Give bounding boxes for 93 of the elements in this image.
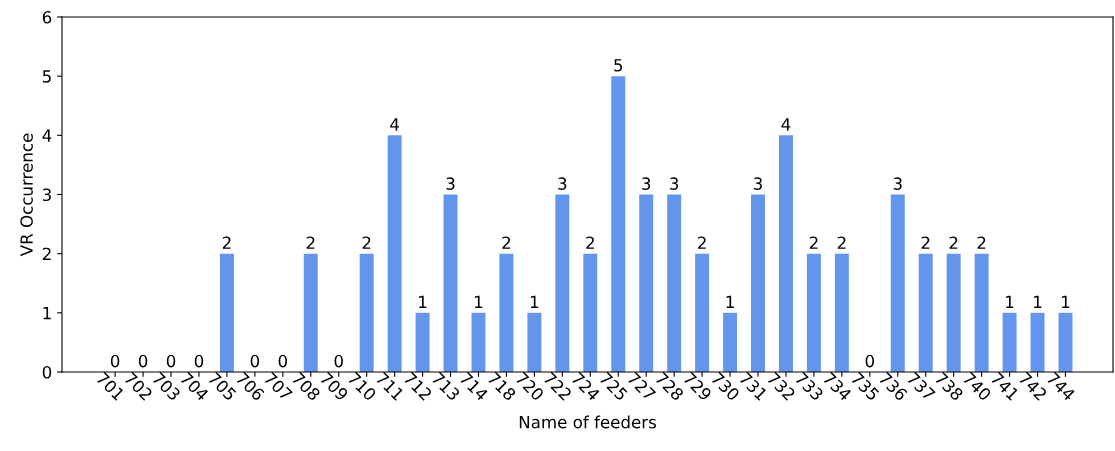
data-label: 2 bbox=[809, 236, 818, 249]
data-label: 3 bbox=[642, 177, 651, 190]
x-tick-label: 720 bbox=[514, 371, 545, 402]
x-tick-label: 725 bbox=[598, 371, 629, 402]
y-tick-label: 4 bbox=[42, 129, 52, 142]
data-label: 5 bbox=[614, 59, 623, 72]
bar bbox=[778, 135, 793, 372]
data-label: 2 bbox=[921, 236, 930, 249]
data-label: 1 bbox=[419, 295, 427, 308]
x-tick-label: 718 bbox=[487, 371, 517, 402]
data-label: 2 bbox=[222, 236, 231, 249]
bar bbox=[499, 253, 514, 372]
bar bbox=[555, 194, 570, 372]
x-tick-label: 713 bbox=[431, 371, 461, 402]
data-label: 0 bbox=[278, 354, 288, 368]
bar bbox=[834, 253, 849, 372]
data-label: 0 bbox=[110, 354, 120, 368]
bar bbox=[1058, 312, 1073, 372]
x-tick-label: 744 bbox=[1046, 371, 1076, 402]
bar bbox=[527, 312, 542, 372]
data-label: 2 bbox=[362, 236, 371, 249]
bar bbox=[890, 194, 905, 372]
data-label: 0 bbox=[334, 354, 343, 368]
y-tick-label: 2 bbox=[42, 247, 51, 260]
x-tick-label: 737 bbox=[906, 371, 936, 402]
bar bbox=[1030, 312, 1045, 372]
bar bbox=[806, 253, 821, 372]
data-label: 2 bbox=[306, 236, 315, 249]
data-label: 1 bbox=[475, 295, 483, 308]
data-label: 2 bbox=[698, 236, 706, 249]
data-label: 2 bbox=[586, 236, 594, 249]
y-tick-label: 5 bbox=[42, 70, 51, 83]
data-label: 4 bbox=[781, 118, 791, 131]
data-label: 3 bbox=[446, 177, 455, 190]
x-tick-label: 714 bbox=[459, 371, 489, 402]
bar bbox=[639, 194, 654, 372]
x-axis-title: Name of feeders bbox=[519, 415, 656, 429]
x-tick-label: 740 bbox=[962, 371, 992, 402]
y-tick-label: 6 bbox=[42, 10, 52, 24]
x-tick-label: 706 bbox=[235, 371, 266, 402]
data-label: 3 bbox=[893, 177, 902, 190]
x-tick-label: 736 bbox=[878, 371, 909, 402]
bar bbox=[219, 253, 234, 372]
data-label: 0 bbox=[138, 354, 148, 368]
data-label: 2 bbox=[502, 236, 511, 249]
bar bbox=[387, 135, 402, 372]
bar bbox=[946, 253, 961, 372]
x-tick-label: 707 bbox=[263, 371, 293, 402]
bar bbox=[415, 312, 430, 372]
bar bbox=[667, 194, 682, 372]
x-tick-label: 735 bbox=[850, 371, 880, 402]
data-label: 3 bbox=[558, 177, 567, 190]
data-label: 4 bbox=[390, 118, 399, 131]
bar bbox=[471, 312, 486, 372]
x-tick-label: 729 bbox=[682, 371, 713, 402]
x-tick-label: 705 bbox=[207, 371, 237, 402]
bar bbox=[611, 76, 626, 372]
x-tick-label: 730 bbox=[710, 371, 741, 402]
x-tick-label: 703 bbox=[151, 371, 182, 402]
bar bbox=[443, 194, 458, 372]
data-label: 0 bbox=[166, 354, 176, 368]
y-tick-label: 1 bbox=[43, 307, 51, 320]
bar bbox=[303, 253, 318, 372]
data-label: 1 bbox=[1062, 295, 1070, 308]
data-label: 2 bbox=[977, 236, 986, 249]
data-label: 0 bbox=[865, 354, 875, 368]
bar bbox=[583, 253, 598, 372]
x-tick-label: 710 bbox=[347, 371, 377, 402]
data-label: 3 bbox=[753, 177, 762, 190]
data-label: 0 bbox=[250, 354, 260, 368]
y-tick-label: 0 bbox=[42, 365, 52, 379]
x-tick-label: 704 bbox=[179, 371, 210, 402]
data-label: 1 bbox=[1034, 295, 1042, 308]
data-label: 0 bbox=[194, 354, 204, 368]
bar bbox=[1002, 312, 1017, 372]
bar bbox=[918, 253, 933, 372]
data-label: 1 bbox=[726, 295, 734, 308]
bar bbox=[359, 253, 374, 372]
bar bbox=[974, 253, 989, 372]
bar bbox=[723, 312, 738, 372]
data-label: 2 bbox=[949, 236, 958, 249]
x-tick-label: 709 bbox=[319, 371, 349, 402]
data-label: 1 bbox=[1006, 295, 1014, 308]
y-tick-label: 3 bbox=[42, 188, 51, 202]
bar bbox=[695, 253, 710, 372]
x-tick-label: 724 bbox=[571, 371, 601, 402]
data-label: 1 bbox=[530, 295, 539, 308]
x-tick-label: 733 bbox=[794, 371, 825, 402]
bar bbox=[751, 194, 765, 372]
data-label: 2 bbox=[837, 236, 846, 249]
data-label: 3 bbox=[670, 177, 679, 190]
x-tick-label: 734 bbox=[822, 371, 853, 402]
y-axis-title: VR Occurrence bbox=[20, 133, 33, 257]
